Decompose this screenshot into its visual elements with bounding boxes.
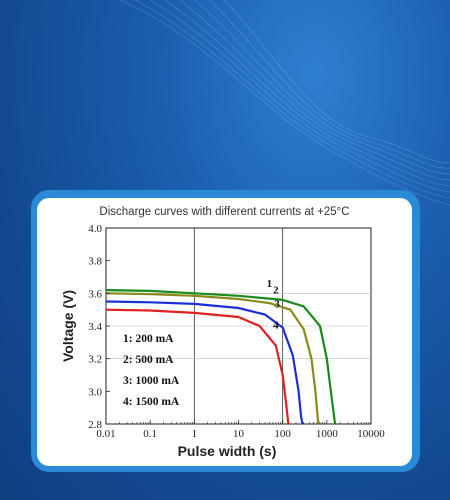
chart-card: Discharge curves with different currents… [37, 198, 412, 466]
legend-entry: 3: 1000 mA [123, 375, 180, 387]
y-tick-label: 3.4 [88, 321, 102, 333]
x-tick-label: 10000 [357, 428, 385, 440]
legend-entry: 4: 1500 mA [123, 396, 180, 408]
series-label-3: 3 [274, 298, 280, 310]
y-tick-label: 3.6 [88, 288, 102, 300]
y-tick-label: 2.8 [88, 419, 102, 431]
y-tick-label: 3.2 [88, 354, 102, 366]
y-tick-label: 3.0 [88, 386, 102, 398]
y-tick-label: 3.8 [88, 256, 102, 268]
y-axis-label: Voltage (V) [60, 290, 76, 362]
legend-entry: 1: 200 mA [123, 333, 174, 345]
background-wave-graphic [119, 0, 450, 206]
x-tick-label: 0.01 [96, 428, 115, 440]
series-line-3 [105, 300, 304, 425]
x-tick-label: 1000 [316, 428, 339, 440]
series-label-4: 4 [273, 320, 279, 332]
x-tick-label: 100 [274, 428, 291, 440]
legend-entry: 2: 500 mA [123, 354, 174, 366]
series-label-1: 1 [267, 278, 273, 290]
chart-title: Discharge curves with different currents… [99, 206, 350, 218]
series-line-4 [105, 308, 290, 425]
y-tick-label: 4.0 [88, 223, 102, 235]
series-line-1 [105, 289, 337, 425]
x-axis-label: Pulse width (s) [178, 443, 277, 459]
series-label-2: 2 [273, 284, 279, 296]
x-tick-label: 1 [192, 428, 198, 440]
x-tick-label: 0.1 [143, 428, 157, 440]
x-tick-label: 10 [233, 428, 245, 440]
series-line-2 [105, 292, 320, 425]
